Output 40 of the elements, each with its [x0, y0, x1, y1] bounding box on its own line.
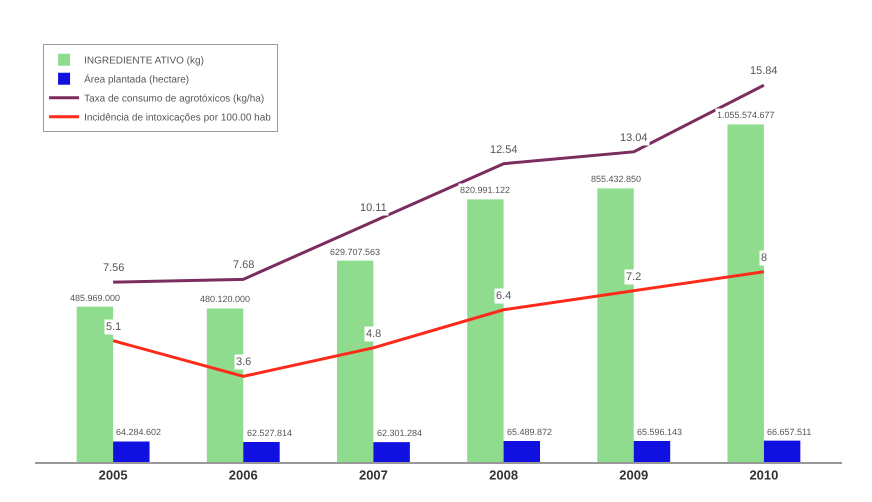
data-label: 485.969.000 [70, 293, 120, 303]
data-label: 7.56 [103, 262, 124, 274]
data-label: 855.432.850 [591, 174, 642, 184]
x-tick-label: 2007 [358, 468, 388, 483]
x-tick-label: 2006 [228, 468, 258, 483]
bar [373, 442, 410, 462]
data-label: 64.284.602 [116, 427, 162, 437]
data-label: 8 [761, 252, 768, 264]
data-label: 6.4 [496, 290, 512, 302]
bar [634, 441, 670, 462]
bar [113, 441, 150, 462]
x-tick-label: 2010 [749, 468, 778, 483]
legend-label: Taxa de consumo de agrotóxicos (kg/ha) [84, 94, 264, 105]
data-label: 62.301.284 [377, 428, 422, 438]
data-label: 480.120.000 [200, 294, 250, 304]
data-label: 820.991.122 [460, 185, 510, 195]
data-label: 15.84 [750, 65, 778, 77]
legend-label: INGREDIENTE ATIVO (kg) [84, 56, 204, 67]
bar [764, 440, 800, 462]
data-label: 65.489.872 [507, 427, 552, 437]
data-label: 3.6 [236, 356, 252, 368]
data-label: 629.707.563 [330, 247, 380, 257]
data-label: 62.527.814 [247, 428, 292, 438]
legend-label: Área plantada (hectare) [84, 74, 190, 86]
data-label: 12.54 [490, 144, 518, 156]
x-tick-label: 2008 [489, 468, 518, 483]
data-label: 7.2 [626, 271, 642, 283]
legend-label: Incidência de intoxicações por 100.00 hab [84, 112, 272, 124]
data-label: 10.11 [360, 202, 387, 214]
data-label: 4.8 [366, 328, 382, 340]
data-label: 5.1 [106, 321, 122, 333]
data-label: 66.657.511 [767, 427, 812, 437]
bar [504, 441, 540, 462]
data-label: 7.68 [233, 259, 254, 271]
bar [243, 442, 280, 462]
data-label: 13.04 [620, 132, 648, 144]
data-label: 1.055.574.677 [717, 110, 775, 120]
x-tick-label: 2009 [619, 468, 648, 483]
data-label: 65.596.143 [637, 427, 682, 437]
x-tick-label: 2005 [98, 468, 128, 483]
